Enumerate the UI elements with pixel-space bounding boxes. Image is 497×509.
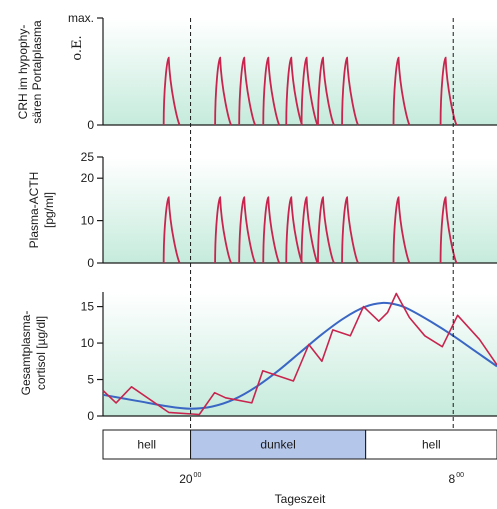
acth-pulse-4 [262, 196, 281, 264]
crh-pulse-5 [285, 56, 304, 126]
crh-tick-label-zero: 0 [87, 118, 94, 132]
light-dark-phase-bar: hell dunkel hell [102, 429, 497, 460]
phase-segment-1 [102, 429, 192, 460]
crh-pulse-10 [439, 56, 458, 126]
acth-ylabel-line2: [pg/ml] [42, 192, 56, 228]
crh-pulse-1 [162, 56, 181, 126]
crh-pulse-8 [341, 56, 359, 126]
phase-label-2: dunkel [260, 438, 295, 452]
crh-plot-area [103, 18, 497, 125]
crh-ylabel-line1: CRH im hypophy- [16, 25, 30, 120]
cortisol-panel: 15 10 5 0 Gesamtplasma- cortisol [µg/dl] [19, 292, 497, 423]
phase-segment-2 [190, 429, 367, 460]
crh-ylabel-line2: sären Portalplasma [30, 20, 44, 124]
crh-pulse-9 [392, 56, 411, 126]
crh-panel: max. 0 o.E. CRH im hypophy- sären Portal… [16, 11, 497, 132]
crh-tick-label-max: max. [68, 11, 94, 25]
cortisol-ylabel-line1: Gesamtplasma- [19, 311, 33, 396]
x-axis-label: Tageszeit [275, 492, 326, 506]
acth-pulse-7 [317, 196, 335, 264]
phase-label-3: hell [422, 438, 441, 452]
acth-plot-area [103, 157, 497, 263]
crh-pulse-7 [317, 56, 335, 126]
time-label-20: 20 [179, 472, 193, 486]
acth-tick-label-20: 20 [81, 171, 95, 185]
crh-pulse-2 [214, 56, 232, 126]
time-marker-lines [190, 18, 454, 430]
crh-pulse-4 [262, 56, 281, 126]
acth-y-ticks: 25 20 10 0 [81, 150, 103, 270]
cortisol-pulsatile-line [102, 292, 497, 416]
cortisol-tick-label-5: 5 [87, 373, 94, 387]
acth-pulse-1 [162, 196, 181, 264]
acth-pulse-2 [214, 196, 232, 264]
time-label-8: 8 [449, 472, 456, 486]
acth-pulse-8 [341, 196, 359, 264]
crh-unit-label: o.E. [70, 35, 85, 60]
acth-pulse-9 [392, 196, 411, 264]
phase-segment-3 [365, 429, 497, 460]
cortisol-tick-label-10: 10 [81, 336, 95, 350]
cortisol-tick-label-15: 15 [81, 300, 95, 314]
acth-tick-label-0: 0 [87, 256, 94, 270]
acth-tick-label-25: 25 [81, 150, 95, 164]
cortisol-tick-label-0: 0 [87, 409, 94, 423]
acth-pulse-6 [300, 196, 319, 264]
time-label-sup-8: 00 [456, 472, 464, 479]
acth-pulse-series [162, 196, 458, 264]
acth-pulse-5 [285, 196, 304, 264]
acth-pulse-10 [439, 196, 458, 264]
crh-pulse-3 [238, 56, 257, 126]
cortisol-ylabel-line2: cortisol [µg/dl] [34, 316, 48, 390]
phase-label-1: hell [137, 438, 156, 452]
cortisol-trend-line [102, 301, 497, 410]
cortisol-y-ticks: 15 10 5 0 [81, 300, 103, 423]
cortisol-plot-area [103, 292, 497, 416]
acth-ylabel-line1: Plasma-ACTH [27, 172, 41, 249]
time-label-sup-20: 00 [194, 472, 202, 479]
acth-tick-label-10: 10 [81, 214, 95, 228]
acth-panel: 25 20 10 0 Plasma-ACTH [pg/ml] [27, 150, 497, 270]
crh-pulse-6 [300, 56, 319, 126]
crh-pulse-series [162, 56, 458, 126]
time-axis-labels: 20 00 8 00 [179, 472, 464, 486]
acth-pulse-3 [238, 196, 257, 264]
